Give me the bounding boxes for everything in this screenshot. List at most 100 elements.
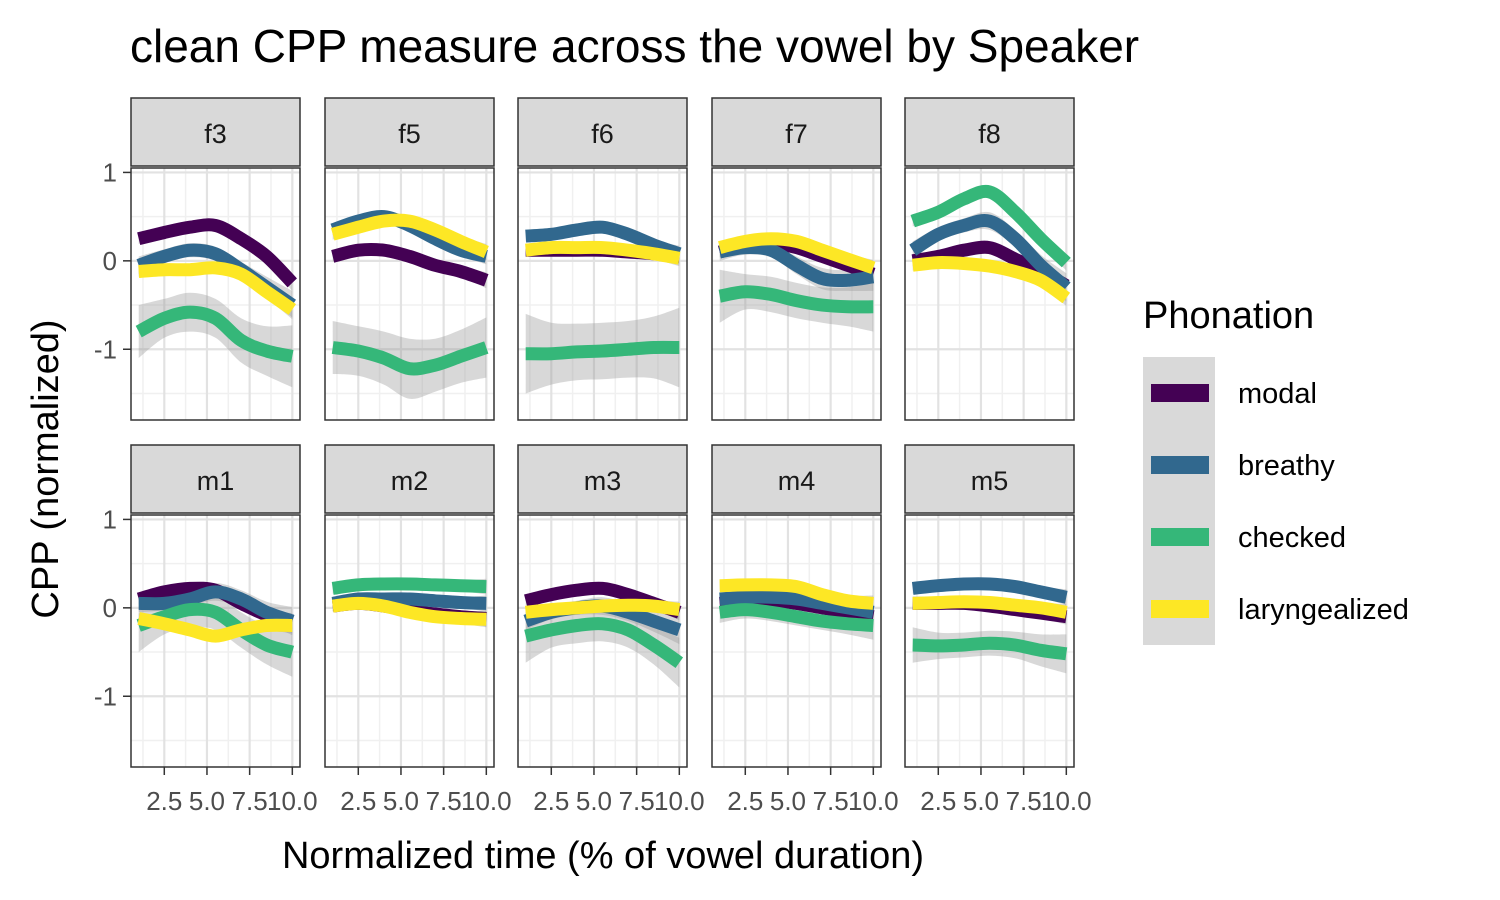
facet-strip-label: m1 [197,466,235,496]
series-line-checked [912,636,1068,661]
series-line-laryngealized [718,232,876,275]
facet-panel-f7: f7 [711,97,882,421]
facet-strip [711,444,882,514]
series-line-laryngealized [912,595,1068,619]
x-tick-label: 5.0 [770,786,806,816]
x-tick-label: 10.0 [1041,786,1092,816]
series-line-laryngealized [719,578,874,610]
facet-strip-label: f7 [785,119,808,149]
panel-border [904,167,1075,421]
series-layer [718,578,875,640]
legend-label-modal: modal [1238,378,1317,410]
legend-label-laryngealized: laryngealized [1238,594,1409,626]
panel-border [130,167,301,421]
facet-panel-f5: f5 [324,97,495,421]
series-line-checked [135,305,294,363]
series-line-laryngealized [525,240,681,265]
series-layer [909,184,1071,306]
grid [131,515,300,767]
series-line-breathy [909,214,1071,293]
facet-strip-label: f6 [591,119,614,149]
series-line-breathy [138,585,295,628]
series-line-breathy [911,577,1068,604]
series-line-checked [331,577,487,595]
panel-border [130,514,301,768]
facet-panel-m5: m5 2.5 5.0 7.5 10.0 [904,444,1092,816]
x-tick-label: 10.0 [654,786,705,816]
y-tick-label: 0 [103,246,117,276]
panel-border [324,514,495,768]
panel-border [324,167,495,421]
facet-strip [904,444,1075,514]
facet-strip [324,444,495,514]
x-axis-title: Normalized time (% of vowel duration) [282,835,924,877]
facet-panel-m3: m3 2.5 5.0 7.5 10.0 [517,444,705,816]
series-layer [523,581,684,688]
legend-key-breathy [1151,456,1209,474]
panel-border [904,514,1075,768]
y-tick-label: -1 [94,334,117,364]
series-line-modal [331,242,489,287]
x-tick-label: 7.5 [1006,786,1042,816]
facet-strip [324,97,495,167]
y-tick-label: 0 [103,593,117,623]
legend-key-laryngealized [1151,600,1209,618]
series-layer [330,210,489,399]
series-layer [717,232,876,332]
facet-strip-label: f5 [398,119,421,149]
series-line-checked [525,340,680,361]
facet-panel-f6: f6 [517,97,688,421]
confidence-band-checked [912,627,1067,674]
panel-border [711,514,882,768]
legend: Phonation modal breathy checked laryngealiz… [1143,295,1409,645]
panel-border [711,167,882,421]
facet-strip [517,444,688,514]
x-tick-label: 7.5 [813,786,849,816]
grid [325,168,494,420]
facet-strip [517,97,688,167]
facet-panel-m1: m1 -1 0 1 2.5 5.0 7.5 10.0 [94,444,318,816]
x-tick-label: 5.0 [189,786,225,816]
legend-key-background [1143,357,1215,645]
legend-key-modal [1151,384,1209,402]
facet-panel-m4: m4 2.5 5.0 7.5 10.0 [711,444,899,816]
facet-strip-label: m4 [778,466,816,496]
facet-panel-f8: f8 [904,97,1075,421]
series-layer [136,581,295,677]
series-line-checked [718,285,874,314]
facet-panel-m2: m2 2.5 5.0 7.5 10.0 [324,444,512,816]
series-line-laryngealized [331,596,487,626]
series-line-breathy [719,590,875,619]
x-tick-label: 2.5 [727,786,763,816]
x-tick-label: 10.0 [267,786,318,816]
series-line-checked [718,603,874,632]
facet-panel-f3: f3 -1 0 1 [94,97,301,421]
x-tick-label: 7.5 [232,786,268,816]
x-tick-label: 5.0 [383,786,419,816]
series-line-laryngealized [911,256,1071,304]
series-line-laryngealized [524,598,681,619]
series-line-laryngealized [137,612,293,643]
grid [518,168,687,420]
series-line-laryngealized [330,213,489,258]
series-line-checked [331,341,489,376]
chart-title: clean CPP measure across the vowel by Sp… [130,20,1139,72]
x-tick-label: 5.0 [576,786,612,816]
x-tick-label: 2.5 [340,786,376,816]
x-tick-label: 5.0 [963,786,999,816]
legend-key-checked [1151,528,1209,546]
facet-strip-label: m3 [584,466,622,496]
panel-border [517,514,688,768]
series-line-checked [136,602,295,659]
facet-strip [711,97,882,167]
facet-strip [904,97,1075,167]
series-line-breathy [525,220,682,260]
series-layer [331,577,487,628]
facet-strip [130,444,301,514]
y-tick-label: 1 [103,504,117,534]
legend-label-checked: checked [1238,522,1346,554]
legend-title: Phonation [1143,295,1314,337]
y-axis-title: CPP (normalized) [25,319,67,618]
